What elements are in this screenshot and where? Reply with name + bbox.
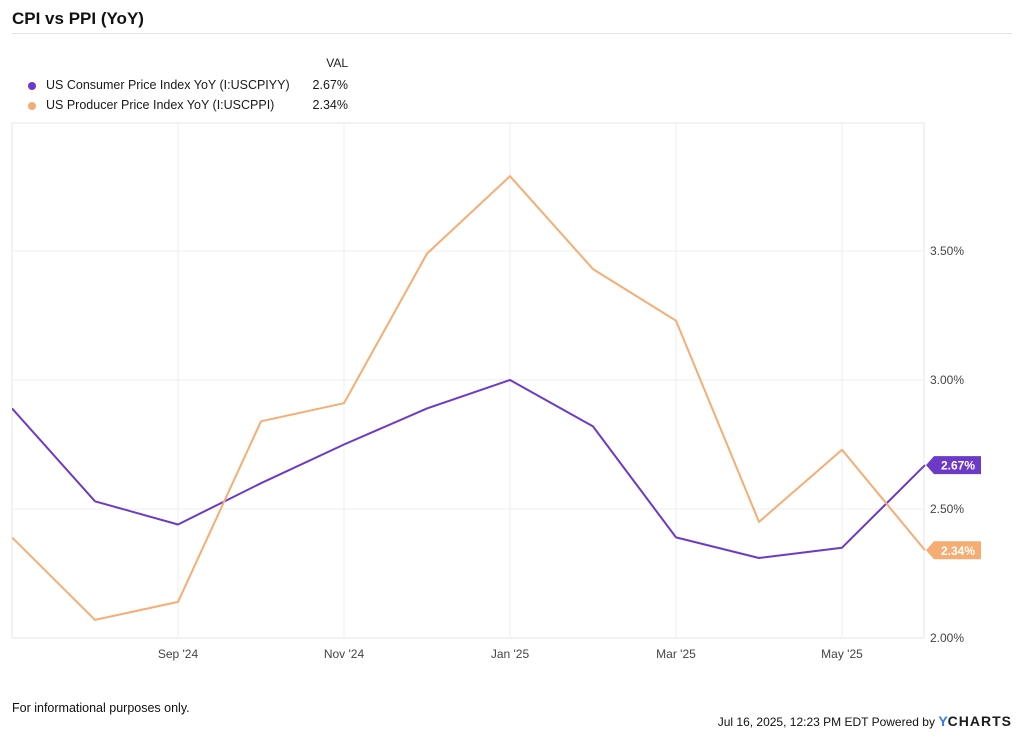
y-tick-label: 2.50% — [930, 502, 964, 516]
legend-name-ppi: US Producer Price Index YoY (I:USCPPI) — [46, 98, 275, 112]
series-line-0 — [12, 379, 926, 559]
end-value-label: 2.67% — [941, 459, 975, 473]
end-value-tag — [926, 456, 981, 475]
timestamp: Jul 16, 2025, 12:23 PM EDT Powered by — [717, 715, 935, 729]
x-tick-label: Mar '25 — [656, 647, 696, 661]
legend-dot-ppi — [28, 102, 36, 110]
legend-value-ppi: 2.34% — [312, 98, 348, 112]
x-tick-label: Jan '25 — [491, 647, 530, 661]
end-value-label: 2.34% — [941, 544, 975, 558]
x-tick-label: May '25 — [821, 647, 863, 661]
legend-value-header: VAL — [326, 56, 348, 70]
legend-name-cpi: US Consumer Price Index YoY (I:USCPIYY) — [46, 78, 290, 92]
footer-credit: Jul 16, 2025, 12:23 PM EDT Powered by YC… — [718, 713, 1012, 729]
chart-title: CPI vs PPI (YoY) — [12, 9, 144, 28]
series-line-1 — [12, 175, 926, 621]
y-tick-label: 3.50% — [930, 244, 964, 258]
title-divider — [12, 33, 1012, 34]
y-tick-label: 2.00% — [930, 631, 964, 645]
legend-item-ppi[interactable]: US Producer Price Index YoY (I:USCPPI) 2… — [12, 97, 352, 115]
end-value-tag — [926, 541, 981, 560]
legend-item-cpi[interactable]: US Consumer Price Index YoY (I:USCPIYY) … — [12, 77, 352, 95]
disclaimer: For informational purposes only. — [12, 701, 190, 715]
y-tick-label: 3.00% — [930, 373, 964, 387]
x-tick-label: Nov '24 — [324, 647, 365, 661]
ycharts-logo[interactable]: YCHARTS — [938, 713, 1012, 729]
legend-value-cpi: 2.67% — [312, 78, 348, 92]
legend-dot-cpi — [28, 82, 36, 90]
x-tick-label: Sep '24 — [158, 647, 199, 661]
